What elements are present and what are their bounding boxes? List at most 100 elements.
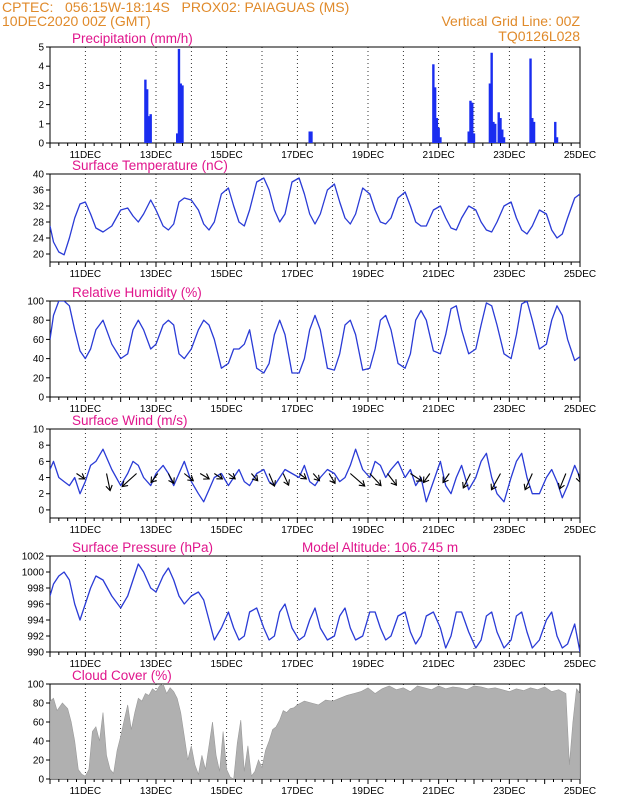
wind-arrow	[106, 474, 112, 491]
y-tick-label: 40	[33, 170, 45, 181]
x-tick-label: 11DEC	[70, 269, 102, 280]
y-tick-label: 0	[38, 505, 44, 516]
precip-bar	[533, 122, 535, 143]
wind-arrow	[200, 474, 209, 480]
wind-panel: 0 2 4 6 8 10 11DEC 13DEC 15DEC 17DEC 19DEC 21DEC 23D…	[33, 413, 596, 536]
wind-arrow	[329, 474, 335, 484]
series-line	[50, 564, 580, 652]
y-tick-label: 100	[27, 297, 44, 308]
y-tick-label: 60	[33, 718, 45, 729]
wind-arrow	[387, 474, 396, 486]
x-tick-label: 17DEC	[281, 659, 313, 670]
panel-title: Precipitation (mm/h)	[72, 31, 193, 46]
x-tick-label: 23DEC	[493, 150, 525, 161]
x-tick-label: 15DEC	[211, 404, 243, 415]
wind-arrow	[269, 474, 275, 487]
x-tick-label: 11DEC	[70, 525, 102, 536]
x-tick-label: 21DEC	[423, 786, 455, 797]
y-tick-label: 996	[27, 600, 44, 611]
wind-arrow	[151, 474, 158, 483]
y-tick-label: 2	[38, 489, 44, 500]
y-tick-label: 80	[33, 316, 45, 327]
wind-arrow	[350, 474, 364, 487]
x-tick-label: 13DEC	[140, 525, 172, 536]
x-tick-label: 25DEC	[564, 404, 596, 415]
x-tick-label: 15DEC	[211, 525, 243, 536]
precip-bar	[181, 85, 183, 143]
x-tick-label: 21DEC	[423, 659, 455, 670]
x-tick-label: 23DEC	[493, 269, 525, 280]
wind-arrow	[463, 474, 471, 488]
precipitation-panel: 01234511DEC 13DEC 15DEC 17DEC 19DEC 21DEC 23DE…	[38, 31, 596, 161]
cloud-cover-panel: 0 20 40 60 80 100 11DEC 13DEC 15DEC 17DEC 19DEC 21D…	[27, 668, 596, 797]
y-tick-label: 6	[38, 457, 44, 468]
x-tick-label: 25DEC	[564, 786, 596, 797]
x-tick-label: 25DEC	[564, 525, 596, 536]
model-altitude-label: Model Altitude: 106.745 m	[302, 540, 458, 555]
wind-arrow	[168, 474, 174, 484]
y-tick-label: 80	[33, 699, 45, 710]
x-tick-label: 17DEC	[281, 525, 313, 536]
panel-title: Cloud Cover (%)	[72, 668, 172, 683]
y-tick-label: 8	[38, 441, 44, 452]
y-tick-label: 20	[33, 756, 45, 767]
x-tick-label: 19DEC	[352, 150, 384, 161]
meteogram: 01234511DEC 13DEC 15DEC 17DEC 19DEC 21DEC 23DE…	[0, 0, 618, 800]
cloud-cover-area	[50, 684, 580, 779]
x-tick-label: 19DEC	[352, 659, 384, 670]
plot-frame	[50, 556, 580, 652]
x-tick-label: 19DEC	[352, 404, 384, 415]
precip-bar	[494, 124, 496, 143]
y-tick-label: 990	[27, 648, 44, 659]
y-tick-label: 36	[33, 186, 45, 197]
precip-bar	[310, 131, 312, 143]
x-tick-label: 17DEC	[281, 269, 313, 280]
y-tick-label: 0	[38, 393, 44, 404]
x-tick-label: 17DEC	[281, 150, 313, 161]
wind-arrow	[313, 474, 319, 481]
wind-arrow	[524, 474, 532, 490]
precip-bar	[556, 137, 558, 143]
precip-bar	[150, 114, 152, 143]
wind-arrow	[424, 474, 430, 483]
y-tick-label: 32	[33, 202, 45, 213]
y-tick-label: 992	[27, 632, 44, 643]
y-tick-label: 28	[33, 218, 45, 229]
y-tick-label: 0	[38, 139, 44, 150]
wind-arrow	[77, 473, 85, 479]
series-line	[50, 301, 580, 373]
pressure-panel: 990 992 994 996 998 1000 1002 11DEC 13DEC 15DEC 17…	[22, 540, 596, 670]
x-tick-label: 25DEC	[564, 269, 596, 280]
plot-frame	[50, 174, 580, 262]
x-tick-label: 21DEC	[423, 404, 455, 415]
wind-arrow	[228, 473, 235, 479]
x-tick-label: 19DEC	[352, 786, 384, 797]
x-tick-label: 15DEC	[211, 269, 243, 280]
y-tick-label: 5	[38, 43, 44, 54]
panel-title: Surface Temperature (nC)	[72, 158, 228, 173]
x-tick-label: 23DEC	[493, 786, 525, 797]
x-tick-label: 17DEC	[281, 786, 313, 797]
y-tick-label: 60	[33, 335, 45, 346]
x-tick-label: 25DEC	[564, 659, 596, 670]
y-tick-label: 4	[38, 473, 44, 484]
wind-arrow	[410, 474, 422, 482]
x-tick-label: 19DEC	[352, 525, 384, 536]
panel-title: Surface Pressure (hPa)	[72, 540, 213, 555]
x-tick-label: 15DEC	[211, 659, 243, 670]
y-tick-label: 2	[38, 100, 44, 111]
x-tick-label: 21DEC	[423, 150, 455, 161]
y-tick-label: 3	[38, 81, 44, 92]
x-tick-label: 25DEC	[564, 150, 596, 161]
x-tick-label: 23DEC	[493, 659, 525, 670]
y-tick-label: 24	[33, 234, 45, 245]
precip-bar	[503, 137, 505, 143]
y-tick-label: 994	[27, 616, 44, 627]
y-tick-label: 1000	[22, 568, 45, 579]
y-tick-label: 100	[27, 680, 44, 691]
y-tick-label: 20	[33, 373, 45, 384]
x-tick-label: 21DEC	[423, 269, 455, 280]
wind-arrow	[559, 474, 566, 489]
series-line	[50, 178, 580, 255]
x-tick-label: 19DEC	[352, 269, 384, 280]
